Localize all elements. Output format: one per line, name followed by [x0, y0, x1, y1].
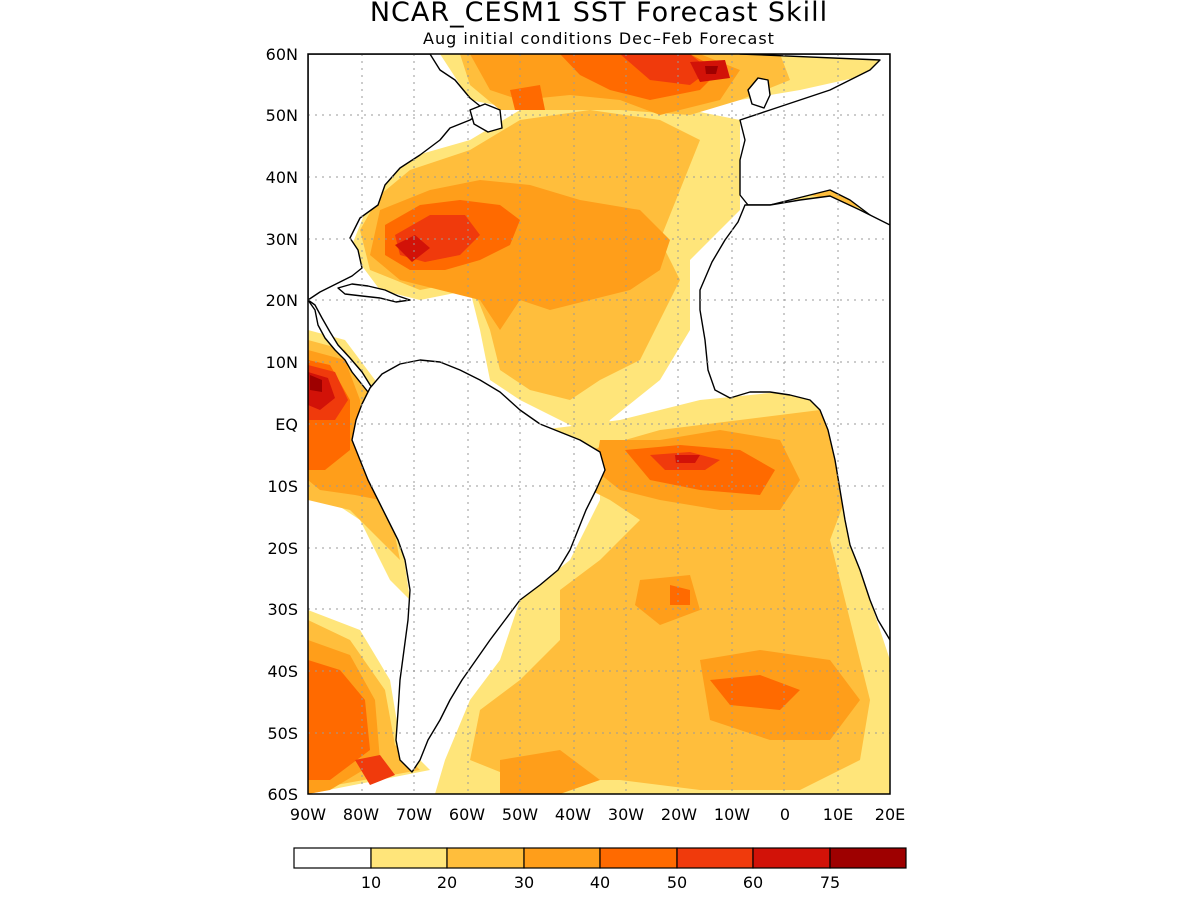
colorbar-box-3 [446, 847, 525, 869]
figure-title: NCAR_CESM1 SST Forecast Skill [370, 0, 828, 28]
lat-tick-label: 20N [266, 291, 298, 310]
colorbar-box-2 [370, 847, 448, 869]
skill-level-75-plus [310, 66, 718, 392]
lon-tick-label: 0 [780, 805, 790, 824]
lat-tick-label: 30N [266, 230, 298, 249]
lat-tick-label: 60N [266, 45, 298, 64]
south-america [351, 359, 606, 773]
lat-tick-label: 10N [266, 353, 298, 372]
lon-tick-label: 60W [449, 805, 485, 824]
lon-tick-label: 10E [823, 805, 853, 824]
map-gridlines [308, 54, 890, 794]
lon-tick-label: 30W [608, 805, 644, 824]
newfoundland [469, 103, 503, 133]
lat-tick-label: EQ [275, 415, 298, 434]
lon-tick-label: 90W [290, 805, 326, 824]
colorbar-label: 50 [667, 873, 687, 892]
colorbar-label: 75 [820, 873, 840, 892]
cuba [337, 283, 411, 303]
colorbar-label: 20 [437, 873, 457, 892]
colorbar-box-5 [599, 847, 678, 869]
longitude-axis: 90W 80W 70W 60W 50W 40W 30W 20W 10W 0 10… [290, 805, 905, 824]
skill-shading [308, 54, 890, 794]
colorbar-label: 10 [361, 873, 381, 892]
lon-tick-label: 50W [502, 805, 538, 824]
africa [699, 195, 890, 641]
lon-tick-label: 40W [555, 805, 591, 824]
colorbar-box-6 [676, 847, 754, 869]
map-frame [307, 53, 891, 795]
colorbar: 10 20 30 40 50 60 75 [293, 847, 907, 892]
lat-tick-label: 40S [267, 662, 298, 681]
latitude-axis: 60N 50N 40N 30N 20N 10N EQ 10S 20S 30S 4… [266, 45, 298, 804]
map-panel [307, 53, 891, 795]
figure-subtitle: Aug initial conditions Dec–Feb Forecast [423, 29, 775, 48]
lat-tick-label: 50S [267, 724, 298, 743]
europe [739, 54, 890, 231]
lat-tick-label: 60S [267, 785, 298, 804]
colorbar-box-1 [293, 847, 372, 869]
colorbar-label: 30 [514, 873, 534, 892]
lat-tick-label: 40N [266, 168, 298, 187]
lon-tick-label: 20E [875, 805, 905, 824]
lat-tick-label: 10S [267, 477, 298, 496]
colorbar-box-4 [523, 847, 601, 869]
colorbar-box-8 [829, 847, 907, 869]
lat-tick-label: 20S [267, 539, 298, 558]
lon-tick-label: 10W [714, 805, 750, 824]
lon-tick-label: 80W [343, 805, 379, 824]
colorbar-box-7 [752, 847, 831, 869]
colorbar-label: 40 [590, 873, 610, 892]
lat-tick-label: 30S [267, 600, 298, 619]
lon-tick-label: 70W [396, 805, 432, 824]
british-isles [747, 77, 771, 109]
colorbar-label: 60 [743, 873, 763, 892]
land-masses [308, 54, 890, 773]
lat-tick-label: 50N [266, 106, 298, 125]
lon-tick-label: 20W [661, 805, 697, 824]
